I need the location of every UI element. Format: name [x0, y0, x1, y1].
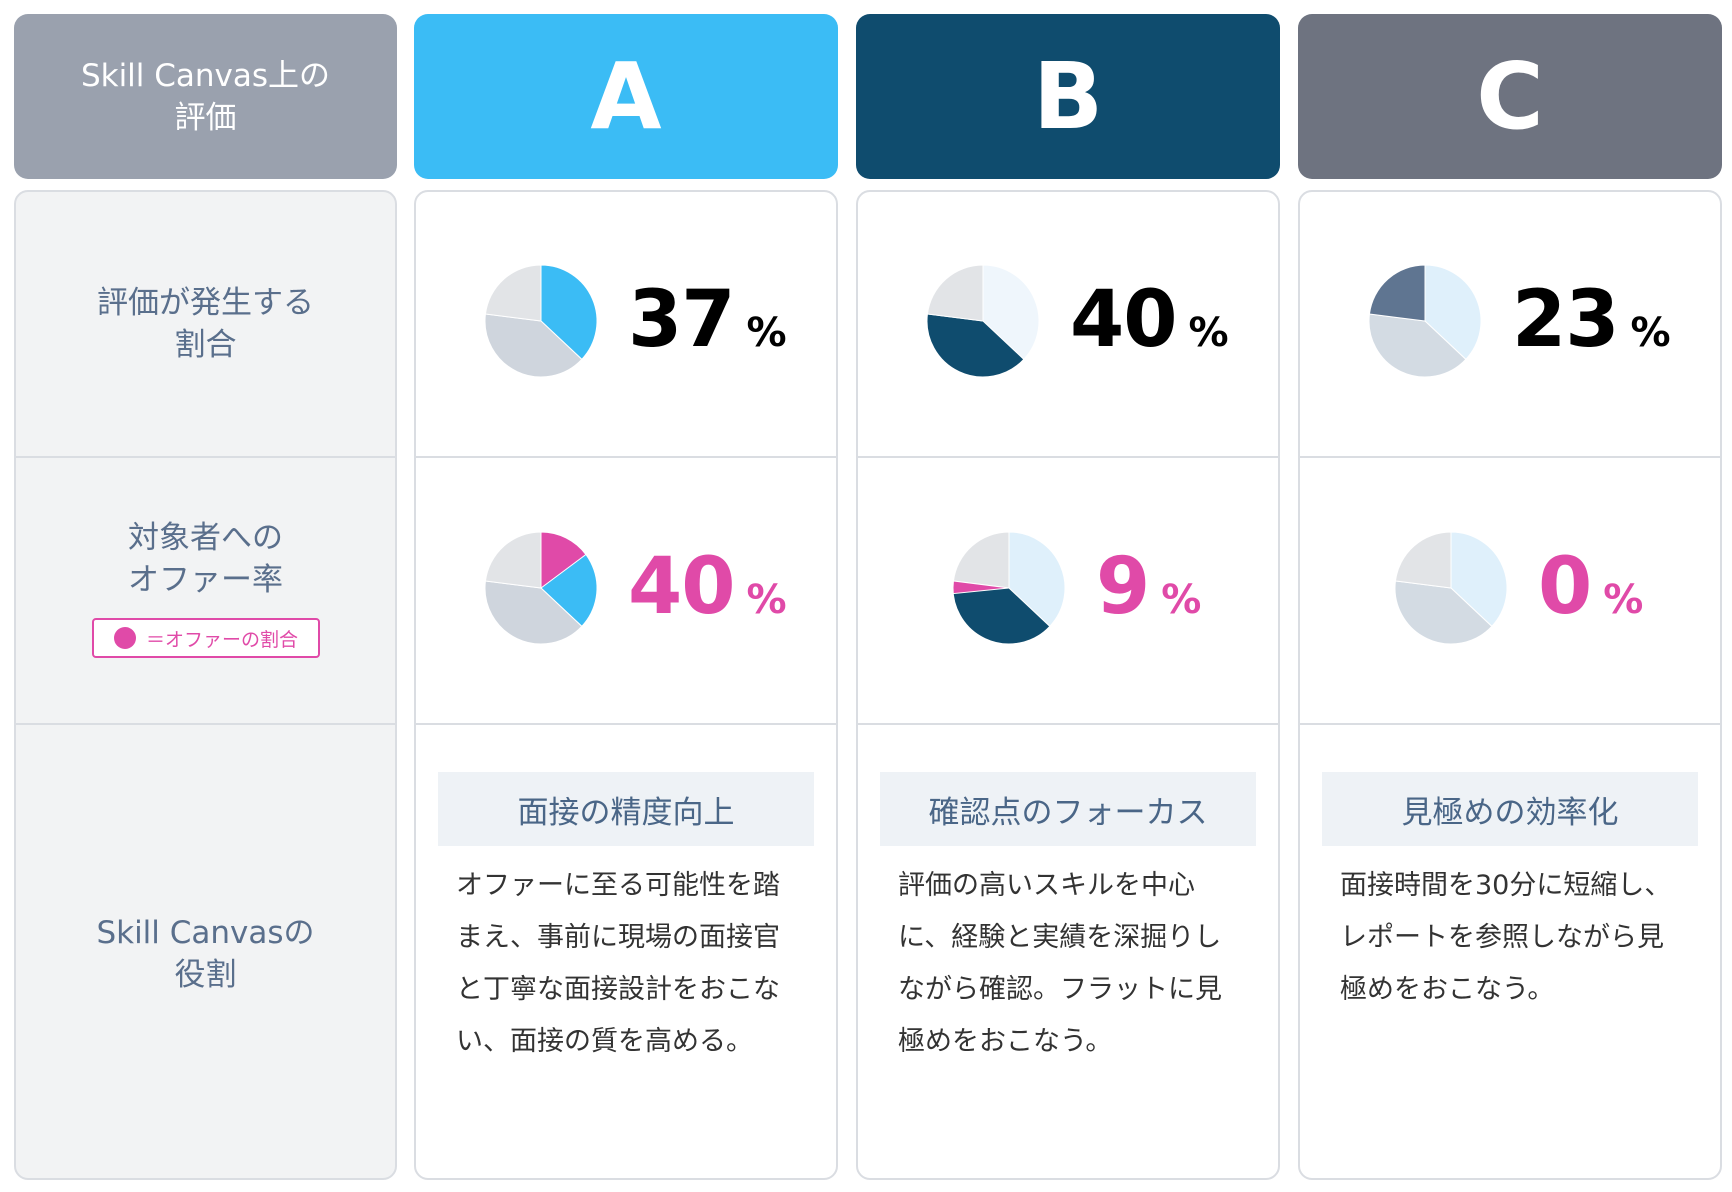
row-divider [416, 723, 836, 725]
pie-slice-c [926, 264, 984, 322]
header-column-c: C [1298, 14, 1722, 179]
pie-slice-offer [952, 580, 1010, 595]
row-label-rate: 評価が発生する 割合 [97, 285, 314, 363]
offer-value-c: 0 % [1538, 547, 1643, 627]
header-column-b: B [856, 14, 1280, 179]
header-evaluation-label: Skill Canvas上の 評価 [14, 14, 397, 179]
rate-pie-b [926, 264, 1040, 378]
offer-pie-c [1394, 531, 1508, 645]
rate-value-b: 40 % [1070, 280, 1229, 360]
rate-unit-b: % [1188, 310, 1229, 356]
rate-unit-a: % [746, 310, 787, 356]
header-letter-c: C [1476, 42, 1544, 150]
row-label-offer: 対象者への オファー率 [128, 520, 283, 598]
pie-slice-c [484, 264, 542, 322]
pie-slice-c [1368, 264, 1426, 322]
offer-unit-a: % [746, 577, 787, 623]
pie-slice-b [1394, 580, 1493, 645]
row-divider [858, 723, 1278, 725]
row-divider [16, 723, 395, 725]
offer-number-a: 40 [628, 542, 736, 632]
pie-slice-c [1394, 531, 1452, 589]
header-evaluation-label-text: Skill Canvas上の 評価 [80, 57, 331, 136]
role-description-c: 面接時間を30分に短縮し、レポートを参照しながら見極めをおこなう。 [1340, 870, 1672, 1005]
role-description-a: オファーに至る可能性を踏まえ、事前に現場の面接官と丁寧な面接設計をおこない、面接… [456, 870, 780, 1057]
offer-number-b: 9 [1096, 542, 1150, 632]
row-label-role: Skill Canvasの 役割 [96, 915, 315, 993]
role-title-c: 見極めの効率化 [1322, 772, 1698, 846]
row-divider [1300, 456, 1720, 458]
row-divider [1300, 723, 1720, 725]
pie-slice-c [484, 531, 542, 589]
column-c: 23 % 0 % 見極めの効率化 面接時間を30分に短縮し、レポートを参照しなが… [1298, 190, 1722, 1180]
header-column-a: A [414, 14, 838, 179]
offer-unit-c: % [1603, 577, 1644, 623]
rate-number-b: 40 [1070, 275, 1178, 365]
rate-number-a: 37 [628, 275, 736, 365]
rate-value-a: 37 % [628, 280, 787, 360]
offer-legend-text: ＝オファーの割合 [145, 628, 298, 651]
row-divider [416, 456, 836, 458]
offer-value-b: 9 % [1096, 547, 1201, 627]
offer-legend-dot-icon [113, 627, 136, 649]
pie-slice-a [540, 264, 598, 361]
offer-pie-b [952, 531, 1066, 645]
rate-value-c: 23 % [1512, 280, 1671, 360]
pie-slice-offer [540, 531, 587, 589]
pie-slice-b [484, 580, 583, 645]
role-title-a: 面接の精度向上 [438, 772, 814, 846]
column-a: 37 % 40 % 面接の精度向上 オファーに至る可能性を踏まえ、事前に現場の面… [414, 190, 838, 1180]
role-description-b: 評価の高いスキルを中心に、経験と実績を深掘りしながら確認。フラットに見極めをおこ… [898, 870, 1222, 1057]
pie-slice-b [926, 313, 1025, 378]
header-letter-b: B [1032, 42, 1104, 150]
pie-slice-b [484, 313, 583, 378]
pie-slice-a [982, 264, 1040, 361]
offer-number-c: 0 [1538, 542, 1592, 632]
rate-pie-a [484, 264, 598, 378]
pie-slice-b [952, 580, 1051, 645]
pie-slice-c [952, 531, 1010, 589]
offer-legend: ＝オファーの割合 [92, 618, 320, 658]
pie-slice-a [1450, 531, 1508, 628]
row-divider [16, 456, 395, 458]
pie-slice-a [1424, 264, 1482, 361]
rate-pie-c [1368, 264, 1482, 378]
rate-unit-c: % [1630, 310, 1671, 356]
offer-unit-b: % [1161, 577, 1202, 623]
row-labels-column: 評価が発生する 割合 対象者への オファー率 ＝オファーの割合 Skill Ca… [14, 190, 397, 1180]
header-letter-a: A [590, 42, 662, 150]
offer-value-a: 40 % [628, 547, 787, 627]
row-divider [858, 456, 1278, 458]
pie-slice-a [1008, 531, 1066, 628]
role-title-b: 確認点のフォーカス [880, 772, 1256, 846]
rate-number-c: 23 [1512, 275, 1620, 365]
pie-slice-b [1368, 313, 1467, 378]
column-b: 40 % 9 % 確認点のフォーカス 評価の高いスキルを中心に、経験と実績を深掘… [856, 190, 1280, 1180]
offer-pie-a [484, 531, 598, 645]
